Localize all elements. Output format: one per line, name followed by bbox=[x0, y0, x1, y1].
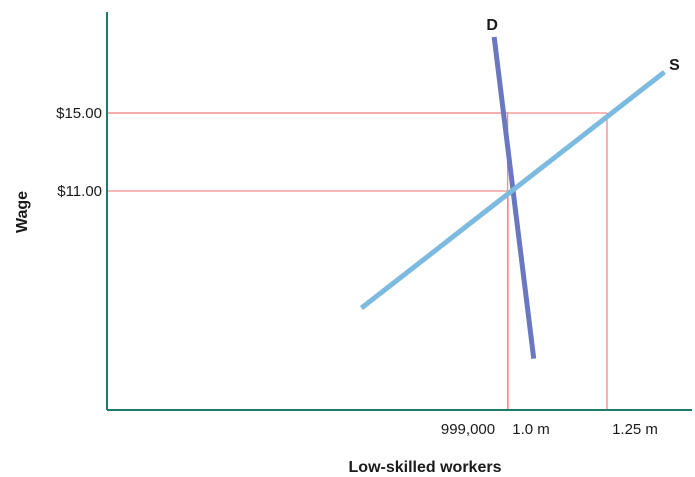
demand-curve bbox=[491, 36, 537, 360]
y-axis-title: Wage bbox=[14, 191, 31, 233]
y-tick-label: $15.00 bbox=[56, 105, 102, 122]
x-tick-label: 1.25 m bbox=[612, 421, 658, 438]
x-axis-title: Low-skilled workers bbox=[349, 459, 502, 476]
supply-curve bbox=[359, 70, 666, 310]
tick-labels: $15.00 $11.00 999,000 1.0 m 1.25 m bbox=[56, 105, 658, 438]
y-tick-label: $11.00 bbox=[57, 183, 102, 200]
axes bbox=[106, 12, 692, 411]
curves: DS bbox=[359, 17, 680, 360]
demand-label: D bbox=[486, 17, 498, 34]
guide-lines bbox=[107, 112, 608, 410]
x-tick-label: 1.0 m bbox=[512, 421, 550, 438]
x-tick-label: 999,000 bbox=[441, 421, 495, 438]
supply-label: S bbox=[669, 57, 680, 74]
